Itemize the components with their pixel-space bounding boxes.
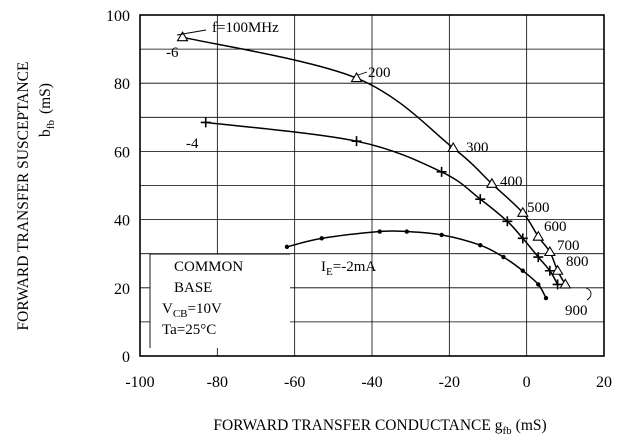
- triangle-marker: [176, 31, 189, 42]
- triangle-marker: [559, 278, 572, 289]
- dot-marker: [439, 232, 444, 238]
- annotation-base: BASE: [174, 280, 212, 296]
- series-line-2: [286, 230, 547, 299]
- dot-marker: [520, 268, 525, 273]
- x-tick-label: -80: [207, 374, 228, 391]
- ie-value: =-2mA: [333, 259, 377, 275]
- vcb-value: =10V: [188, 301, 222, 317]
- x-tick-label: -20: [439, 374, 460, 391]
- annotation-vcb: VCB=10V: [162, 301, 222, 320]
- dot-marker: [377, 229, 382, 234]
- x-tick-label: -40: [361, 374, 382, 391]
- x-axis-title-text: FORWARD TRANSFER CONDUCTANCE: [213, 417, 491, 434]
- plus-marker: [533, 252, 544, 263]
- freq-label-300: 300: [466, 140, 489, 156]
- freq-900-leader: [585, 287, 592, 301]
- y-tick-label: 40: [114, 213, 130, 230]
- y-axis-title-line1: FORWARD TRANSFER SUSCEPTANCE: [15, 62, 32, 331]
- y-tick-label: 100: [106, 8, 130, 25]
- freq-label-500: 500: [527, 200, 550, 216]
- x-axis-title-symbol: g: [495, 417, 503, 434]
- vcb-sub: CB: [173, 308, 188, 320]
- y-axis-title-line2: bfb (mS): [37, 83, 57, 137]
- ie-sub: E: [326, 266, 333, 278]
- ie-label: IE=-2mA: [321, 259, 376, 278]
- triangle-marker: [447, 141, 460, 153]
- triangle-marker: [543, 245, 556, 257]
- x-axis-title-unit: (mS): [516, 417, 547, 434]
- freq-label-700: 700: [557, 238, 580, 254]
- freq-label-900: 900: [565, 303, 588, 319]
- x-tick-label: -100: [125, 374, 154, 391]
- freq-200-leader: [357, 71, 368, 76]
- x-tick-label: -60: [284, 374, 305, 391]
- dot-marker: [404, 229, 409, 234]
- dot-marker: [501, 254, 506, 260]
- triangle-marker: [350, 72, 363, 83]
- ie-symbol: I: [321, 259, 326, 275]
- x-axis-title-sub: fb: [502, 425, 512, 437]
- y-tick-label: 60: [114, 144, 130, 161]
- x-tick-label: 20: [596, 374, 612, 391]
- plus-marker: [351, 136, 362, 147]
- freq-label-600: 600: [544, 219, 567, 235]
- annotation-ta: Ta=25°C: [162, 322, 216, 338]
- y-axis-title-sub: fb: [45, 120, 57, 130]
- series-label-minus6: -6: [166, 45, 179, 61]
- freq-label-200: 200: [368, 65, 391, 81]
- dot-marker: [319, 236, 324, 241]
- plus-marker: [200, 117, 211, 128]
- y-tick-label: 80: [114, 76, 130, 93]
- series-label-minus4: -4: [186, 136, 199, 152]
- annotation-box-bg: [150, 254, 290, 348]
- dot-marker: [478, 242, 483, 248]
- plus-marker: [502, 216, 513, 227]
- dot-marker: [536, 282, 541, 287]
- triangle-marker: [532, 230, 545, 241]
- triangle-marker: [485, 177, 498, 188]
- y-axis-title-symbol: b: [37, 129, 54, 137]
- triangle-marker: [551, 264, 564, 275]
- freq-label-100mhz: f=100MHz: [212, 20, 279, 36]
- dot-marker: [284, 244, 290, 250]
- triangle-marker: [516, 206, 529, 217]
- plus-marker: [475, 194, 486, 205]
- freq-100-leader: [176, 29, 207, 36]
- dot-marker: [543, 295, 549, 301]
- y-axis-title-unit: (mS): [37, 83, 54, 114]
- plot-frame: [139, 14, 605, 357]
- y-tick-label: 20: [114, 281, 130, 298]
- freq-label-400: 400: [500, 174, 523, 190]
- plus-marker: [436, 166, 447, 177]
- y-tick-label: 0: [122, 349, 130, 366]
- markers: [176, 31, 572, 301]
- plus-marker: [552, 279, 563, 290]
- freq-label-800: 800: [566, 254, 589, 270]
- plus-marker: [517, 233, 528, 244]
- plus-marker: [544, 265, 555, 276]
- x-tick-label: 0: [523, 374, 531, 391]
- annotation-common: COMMON: [174, 259, 243, 275]
- x-axis-title: FORWARD TRANSFER CONDUCTANCE gfb (mS): [213, 417, 546, 437]
- vcb-symbol: V: [162, 301, 173, 317]
